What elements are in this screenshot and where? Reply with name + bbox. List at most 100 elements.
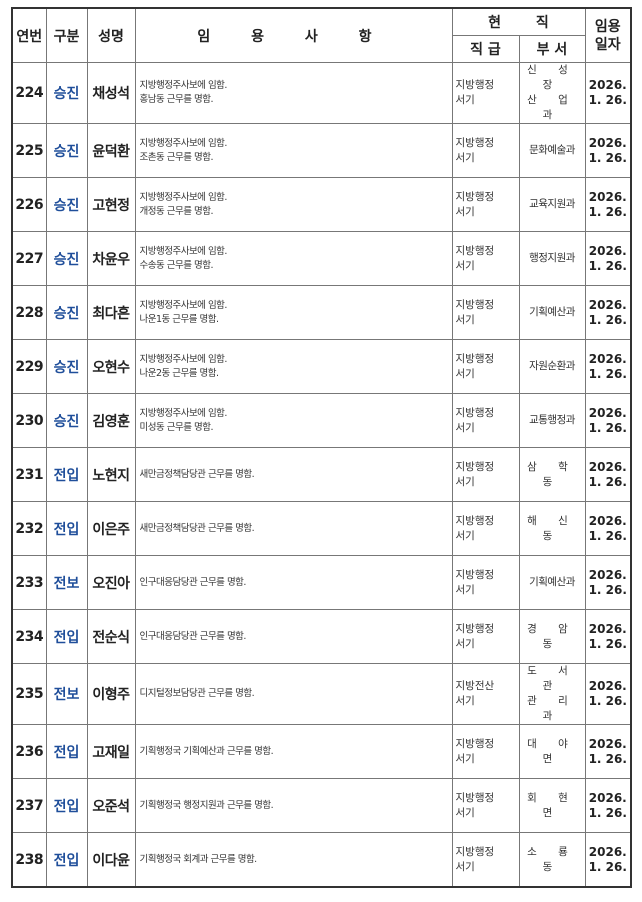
row-no: 225 xyxy=(11,123,47,178)
date-line-1: 2026. xyxy=(588,513,627,528)
date-line-2: 1. 26. xyxy=(588,636,627,651)
table-row: 234 전입 전순식 인구대응담당관 근무를 명함. 지방행정 서기 경 암 동 2026. 1… xyxy=(11,609,632,664)
row-rank: 지방행정 서기 xyxy=(451,177,520,232)
row-name: 이은주 xyxy=(86,501,136,556)
details-line-1: 인구대응담당관 근무를 명함. xyxy=(139,576,247,588)
rank-line-1: 지방행정 xyxy=(455,79,495,91)
row-name: 고재일 xyxy=(86,724,136,779)
details-line-1: 디지털정보담당관 근무를 명함. xyxy=(139,688,255,699)
dept-line-1: 행정지원과 xyxy=(529,252,575,264)
row-date: 2026. 1. 26. xyxy=(584,231,632,286)
row-details: 인구대응담당관 근무를 명함. xyxy=(134,609,453,664)
table-row: 230 승진 김영훈 지방행정주사보에 임함. 미성동 근무를 명함. 지방행정 서기 교통행… xyxy=(11,393,632,448)
dept-line-2: 관 리 과 xyxy=(527,695,577,722)
row-details: 지방행정주사보에 임함. 나운2동 근무를 명함. xyxy=(134,339,453,394)
row-details: 새만금정책담당관 근무를 명함. xyxy=(134,501,453,556)
header-dept: 부 서 xyxy=(518,35,586,63)
rank-line-2: 서기 xyxy=(455,529,475,542)
details-line-1: 지방행정주사보에 임함. xyxy=(139,353,228,365)
header-name: 성명 xyxy=(86,7,136,63)
details-line-2: 나운1동 근무를 명함. xyxy=(139,313,220,325)
row-dept: 삼 학 동 xyxy=(518,447,586,502)
row-type: 승진 xyxy=(45,177,88,232)
rank-line-2: 서기 xyxy=(455,259,475,272)
row-no: 237 xyxy=(11,778,47,833)
rank-line-2: 서기 xyxy=(455,367,475,380)
dept-line-1: 기획예산과 xyxy=(529,306,575,318)
details-line-1: 인구대응담당관 근무를 명함. xyxy=(139,630,247,642)
row-dept: 해 신 동 xyxy=(518,501,586,556)
row-rank: 지방행정 서기 xyxy=(451,609,520,664)
row-name: 최다흔 xyxy=(86,285,136,340)
row-type: 전입 xyxy=(45,724,88,779)
rank-line-2: 서기 xyxy=(455,94,475,106)
details-line-1: 기획행정국 행정지원과 근무를 명함. xyxy=(139,799,274,811)
table-row: 227 승진 차윤우 지방행정주사보에 임함. 수송동 근무를 명함. 지방행정 서기 행정지… xyxy=(11,231,632,286)
header-type: 구분 xyxy=(45,7,88,63)
table-row: 225 승진 윤덕환 지방행정주사보에 임함. 조촌동 근무를 명함. 지방행정 서기 문화예… xyxy=(11,123,632,178)
rank-line-1: 지방행정 xyxy=(455,568,495,581)
rank-line-2: 서기 xyxy=(455,860,475,873)
row-name: 김영훈 xyxy=(86,393,136,448)
row-name: 윤덕환 xyxy=(86,123,136,178)
row-name: 전순식 xyxy=(86,609,136,664)
details-line-1: 지방행정주사보에 임함. xyxy=(139,245,228,257)
row-date: 2026. 1. 26. xyxy=(584,393,632,448)
dept-line-1: 문화예술과 xyxy=(529,144,575,156)
row-type: 승진 xyxy=(45,231,88,286)
row-no: 226 xyxy=(11,177,47,232)
details-line-2: 미성동 근무를 명함. xyxy=(139,421,214,433)
date-line-1: 2026. xyxy=(588,844,627,859)
rank-line-1: 지방행정 xyxy=(455,298,495,311)
row-details: 지방행정주사보에 임함. 조촌동 근무를 명함. xyxy=(134,123,453,178)
row-no: 230 xyxy=(11,393,47,448)
rank-line-1: 지방행정 xyxy=(455,622,495,635)
row-rank: 지방전산 서기 xyxy=(451,663,520,725)
date-line-1: 2026. xyxy=(588,621,627,636)
date-line-1: 2026. xyxy=(588,790,627,805)
row-name: 오진아 xyxy=(86,555,136,610)
table-row: 233 전보 오진아 인구대응담당관 근무를 명함. 지방행정 서기 기획예산과 2026. 1… xyxy=(11,555,632,610)
header-rank: 직 급 xyxy=(451,35,520,63)
date-line-2: 1. 26. xyxy=(588,93,627,107)
row-no: 224 xyxy=(11,62,47,124)
date-line-2: 1. 26. xyxy=(588,366,627,381)
row-dept: 기획예산과 xyxy=(518,285,586,340)
details-line-1: 지방행정주사보에 임함. xyxy=(139,299,228,311)
row-name: 오준석 xyxy=(86,778,136,833)
date-line-2: 1. 26. xyxy=(588,312,627,327)
date-line-1: 2026. xyxy=(588,459,627,474)
rank-line-1: 지방행정 xyxy=(455,352,495,365)
row-type: 승진 xyxy=(45,285,88,340)
row-rank: 지방행정 서기 xyxy=(451,123,520,178)
dept-line-1: 교통행정과 xyxy=(529,414,575,426)
details-line-1: 지방행정주사보에 임함. xyxy=(139,191,228,203)
date-line-2: 1. 26. xyxy=(588,805,627,820)
row-no: 231 xyxy=(11,447,47,502)
row-name: 노현지 xyxy=(86,447,136,502)
dept-line-1: 대 야 면 xyxy=(527,737,577,765)
row-no: 236 xyxy=(11,724,47,779)
row-date: 2026. 1. 26. xyxy=(584,609,632,664)
row-type: 승진 xyxy=(45,123,88,178)
rank-line-1: 지방행정 xyxy=(455,514,495,527)
date-line-2: 1. 26. xyxy=(588,474,627,489)
row-dept: 교통행정과 xyxy=(518,393,586,448)
table-row: 231 전입 노현지 새만금정책담당관 근무를 명함. 지방행정 서기 삼 학 동 2026.… xyxy=(11,447,632,502)
header-details: 임 용 사 항 xyxy=(134,7,453,63)
row-name: 이형주 xyxy=(86,663,136,725)
rank-line-2: 서기 xyxy=(455,151,475,164)
dept-line-1: 경 암 동 xyxy=(527,622,577,650)
row-date: 2026. 1. 26. xyxy=(584,62,632,124)
details-line-2: 개정동 근무를 명함. xyxy=(139,205,214,217)
table-row: 228 승진 최다흔 지방행정주사보에 임함. 나운1동 근무를 명함. 지방행정 서기 기획… xyxy=(11,285,632,340)
row-rank: 지방행정 서기 xyxy=(451,724,520,779)
row-date: 2026. 1. 26. xyxy=(584,724,632,779)
details-line-1: 지방행정주사보에 임함. xyxy=(139,80,228,91)
date-line-1: 2026. xyxy=(588,189,627,204)
row-dept: 교육지원과 xyxy=(518,177,586,232)
row-date: 2026. 1. 26. xyxy=(584,339,632,394)
row-type: 승진 xyxy=(45,393,88,448)
